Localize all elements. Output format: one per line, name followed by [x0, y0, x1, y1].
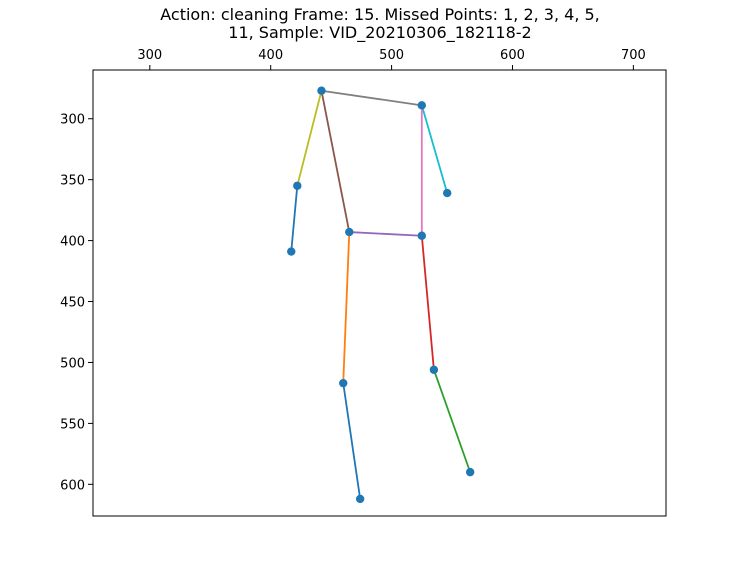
plot-area: 300 400 500 600 700 300 350 400 450 500 550 600 [60, 48, 667, 517]
chart-title-line-1: Action: cleaning Frame: 15. Missed Point… [160, 5, 600, 24]
keypoint [317, 86, 326, 95]
y-tick-label: 350 [60, 174, 85, 189]
skeleton-bone [348, 231, 423, 237]
chart-title-line-2: 11, Sample: VID_20210306_182118-2 [228, 23, 531, 43]
keypoint [417, 231, 427, 240]
keypoint [465, 467, 475, 477]
x-tick-label: 700 [621, 48, 646, 63]
y-tick-label: 500 [60, 356, 85, 371]
keypoint [345, 227, 354, 237]
skeleton-bone [290, 184, 299, 253]
keypoint [429, 365, 439, 374]
skeleton-bone [342, 382, 362, 500]
skeleton-bone [320, 89, 351, 233]
keypoint [355, 494, 365, 504]
x-tick-label: 400 [258, 48, 283, 63]
y-tick-label: 550 [60, 417, 85, 432]
y-tick-label: 300 [60, 113, 85, 128]
skeleton-bone [420, 234, 435, 371]
keypoint [442, 188, 452, 198]
y-tick-label: 400 [60, 235, 85, 250]
keypoint [339, 378, 348, 388]
skeleton-bone [420, 104, 449, 194]
y-tick-label: 450 [60, 296, 85, 311]
x-tick-label: 500 [379, 48, 404, 63]
keypoint [417, 101, 427, 110]
skeleton-bone [296, 89, 323, 187]
keypoint [293, 181, 302, 190]
skeleton-bone [342, 231, 351, 385]
skeleton-bone [432, 368, 472, 474]
x-tick-label: 300 [137, 48, 162, 63]
x-tick-label: 600 [500, 48, 525, 63]
y-tick-label: 600 [60, 478, 85, 493]
skeleton-bone [320, 89, 423, 107]
plot-frame [92, 69, 667, 517]
keypoint [287, 247, 296, 256]
